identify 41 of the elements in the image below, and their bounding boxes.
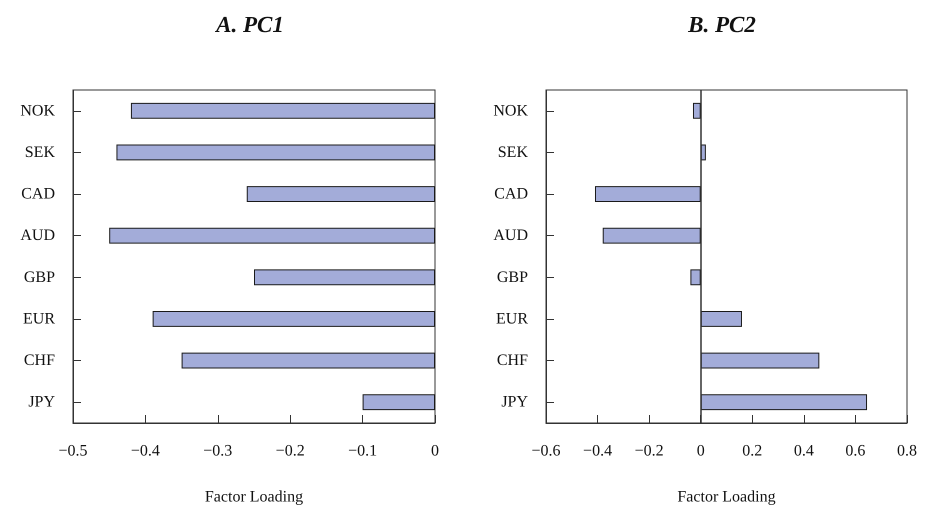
y-tick-label: EUR (496, 310, 528, 328)
x-tick-label: 0 (696, 442, 705, 460)
x-tick-label: −0.1 (348, 442, 378, 460)
x-tick-label: 0 (431, 442, 439, 460)
y-tick-label: SEK (24, 144, 56, 161)
chart-title: B. PC2 (687, 12, 756, 37)
y-tick-label: NOK (493, 102, 528, 120)
x-tick-label: −0.4 (130, 442, 160, 460)
y-tick-label: CAD (494, 186, 528, 203)
x-tick-label: −0.6 (531, 442, 561, 460)
x-tick-label: 0.4 (794, 442, 814, 460)
y-tick-label: SEK (498, 144, 528, 161)
y-tick-label: GBP (496, 268, 528, 286)
y-tick-label: CHF (496, 352, 528, 370)
x-axis-title: Factor Loading (204, 488, 304, 506)
bar (690, 269, 701, 286)
y-tick-label: AUD (493, 227, 528, 244)
x-tick-label: 0.6 (845, 442, 866, 460)
bar (700, 311, 742, 327)
y-tick-label: JPY (28, 394, 56, 411)
x-axis-title: Factor Loading (677, 488, 776, 506)
x-tick-label: −0.3 (203, 442, 232, 460)
bar (700, 394, 868, 410)
bar (594, 186, 701, 202)
x-tick-label: −0.4 (583, 442, 612, 460)
y-tick-label: JPY (501, 394, 528, 411)
bar (602, 228, 701, 244)
x-tick-label: −0.5 (58, 442, 88, 460)
x-tick-label: 0.2 (742, 442, 762, 460)
chart-title: A. PC1 (214, 12, 284, 37)
x-tick-label: 0.8 (897, 442, 917, 460)
x-tick-label: −0.2 (276, 442, 305, 460)
y-tick-label: NOK (20, 102, 56, 120)
y-tick-label: AUD (20, 227, 55, 244)
y-tick-label: CHF (24, 352, 56, 370)
y-tick-label: EUR (23, 310, 56, 328)
bar (700, 352, 820, 368)
y-tick-label: CAD (21, 186, 55, 203)
x-tick-label: −0.2 (634, 442, 664, 460)
y-tick-label: GBP (24, 268, 56, 286)
bar (692, 102, 701, 119)
